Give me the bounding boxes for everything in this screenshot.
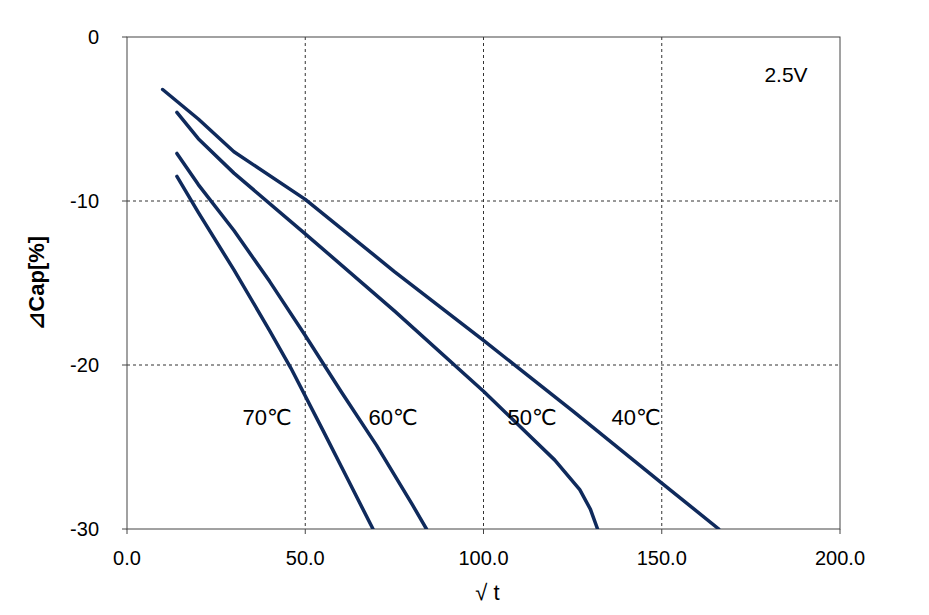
tick [661, 529, 662, 534]
x-tick-label: 0.0 [113, 547, 141, 569]
x-tick-label: 50.0 [286, 547, 325, 569]
tick [122, 529, 127, 530]
y-tick-label: -10 [70, 190, 99, 212]
grid-line [661, 37, 662, 529]
series-label: 70℃ [242, 405, 291, 430]
tick [483, 529, 484, 534]
series-line [177, 153, 427, 529]
plot-frame [127, 37, 840, 529]
tick [305, 529, 306, 534]
series-line [177, 112, 598, 529]
tick [122, 365, 127, 366]
grid-line [127, 365, 840, 366]
x-axis-label: √ t [475, 580, 499, 605]
tick [122, 37, 127, 38]
y-tick-label: -30 [70, 518, 99, 540]
grid-line [483, 37, 484, 529]
tick [840, 529, 841, 534]
chart: 0.0 50.0 100.0 150.0 200.0 -30 -20 -10 0 √ t ⊿Cap[… [0, 0, 929, 615]
grid-line [305, 37, 306, 529]
annotation: 2.5V [764, 63, 807, 86]
y-tick-label: 0 [88, 26, 99, 48]
series-label: 40℃ [611, 405, 660, 430]
x-tick-label: 150.0 [637, 547, 687, 569]
series-group [163, 89, 719, 529]
x-tick-label: 100.0 [458, 547, 508, 569]
grid-line [127, 201, 840, 202]
series-label: 60℃ [368, 405, 417, 430]
y-tick-label: -20 [70, 354, 99, 376]
series-line [163, 89, 719, 529]
y-axis-label: ⊿Cap[%] [24, 236, 49, 330]
series-label: 50℃ [507, 405, 556, 430]
tick [127, 529, 128, 534]
tick [122, 201, 127, 202]
x-tick-label: 200.0 [815, 547, 865, 569]
